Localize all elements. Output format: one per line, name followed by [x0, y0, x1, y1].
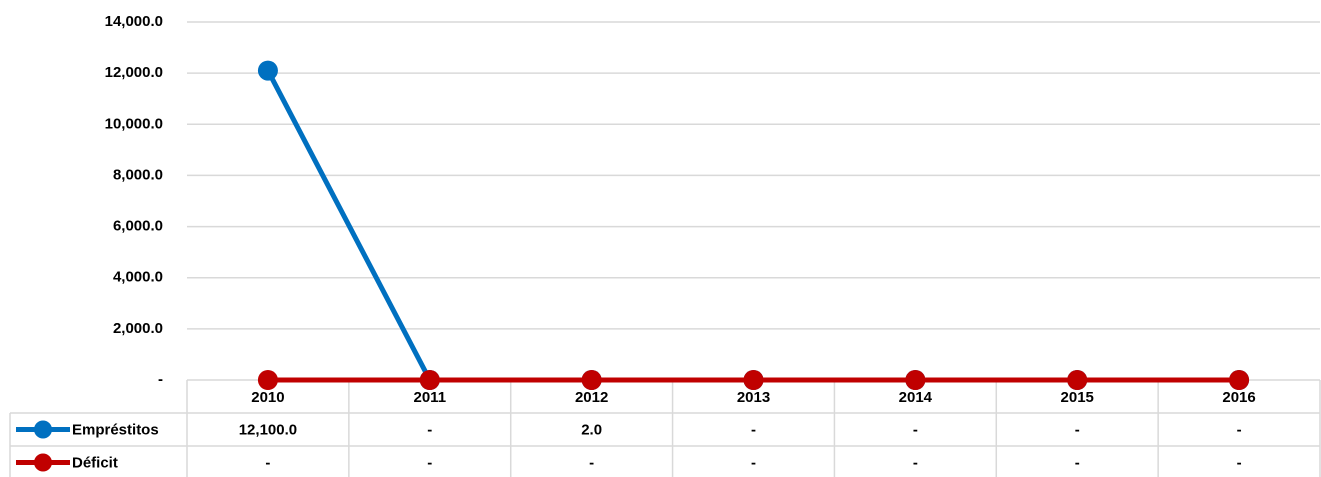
y-tick-label: 8,000.0 — [113, 166, 163, 183]
x-tick-label: 2011 — [414, 389, 447, 406]
point — [1229, 370, 1250, 390]
data-label: - — [913, 454, 918, 471]
y-tick-label: 2,000.0 — [113, 320, 163, 337]
data-label: - — [265, 454, 270, 471]
x-tick-label: 2014 — [899, 389, 933, 406]
data-label: - — [751, 421, 756, 438]
point — [419, 370, 440, 390]
data-label: - — [1237, 421, 1242, 438]
point — [743, 370, 764, 390]
x-tick-label: 2010 — [251, 389, 284, 406]
point — [257, 60, 278, 81]
data-label: - — [1075, 421, 1080, 438]
x-tick-label: 2012 — [575, 389, 608, 406]
point — [905, 370, 926, 390]
legend-label: Empréstitos — [72, 421, 159, 438]
data-label: - — [751, 454, 756, 471]
y-tick-label: 6,000.0 — [113, 218, 163, 235]
y-tick-label: 14,000.0 — [105, 13, 163, 30]
x-tick-label: 2013 — [737, 389, 770, 406]
data-label: - — [1075, 454, 1080, 471]
data-label: - — [1237, 454, 1242, 471]
y-tick-label: 10,000.0 — [105, 115, 163, 132]
data-label: 12,100.0 — [239, 421, 297, 438]
point — [1067, 370, 1088, 390]
legend-label: Déficit — [72, 454, 118, 471]
data-label: - — [427, 454, 432, 471]
series-line — [265, 69, 1240, 383]
x-tick-label: 2015 — [1061, 389, 1094, 406]
x-tick-label: 2016 — [1222, 389, 1255, 406]
y-tick-label: 12,000.0 — [105, 64, 163, 81]
data-label: - — [427, 421, 432, 438]
y-tick-label: 4,000.0 — [113, 269, 163, 286]
point — [581, 370, 602, 390]
legend-key — [34, 420, 52, 439]
data-label: - — [589, 454, 594, 471]
legend-key — [34, 453, 52, 472]
y-tick-label: - — [158, 371, 163, 388]
data-label: 2.0 — [581, 421, 602, 438]
point — [257, 370, 278, 390]
data-label: - — [913, 421, 918, 438]
